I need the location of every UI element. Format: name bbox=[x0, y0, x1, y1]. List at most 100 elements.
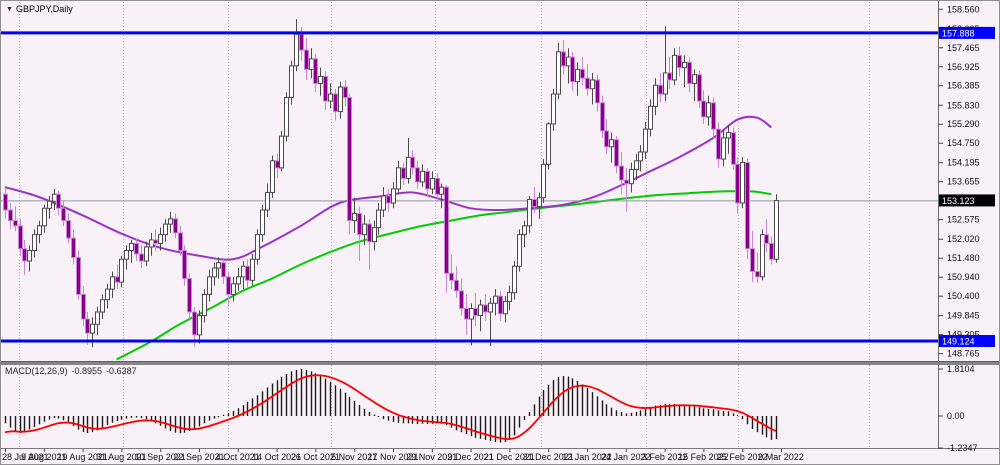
bull-candle-body bbox=[566, 56, 571, 67]
bull-candle-body bbox=[643, 128, 648, 153]
time-tick-label: 26 Oct 2021 bbox=[291, 452, 340, 462]
bear-candle-body bbox=[731, 132, 736, 165]
time-tick-label: 14 Oct 2021 bbox=[252, 452, 301, 462]
price-tick-label: 153.655 bbox=[947, 177, 980, 187]
bull-candle-body bbox=[32, 234, 37, 251]
macd-histogram bbox=[4, 369, 778, 443]
macd-tick-label: 0.00 bbox=[947, 411, 965, 421]
bear-candle-body bbox=[76, 256, 81, 295]
bull-candle-body bbox=[202, 293, 207, 317]
bear-candle-body bbox=[570, 56, 575, 83]
bear-candle-body bbox=[435, 177, 440, 195]
bull-candle-body bbox=[90, 323, 95, 334]
bull-candle-body bbox=[309, 58, 314, 70]
time-tick-label: 31 Dec 2021 bbox=[523, 452, 574, 462]
bear-candle-body bbox=[687, 61, 692, 84]
panel-separator[interactable] bbox=[1, 361, 1000, 365]
bull-candle-body bbox=[774, 200, 779, 260]
bear-candle-body bbox=[750, 248, 755, 273]
time-tick-label: 22 Sep 2021 bbox=[173, 452, 224, 462]
bear-candle-body bbox=[532, 198, 537, 208]
bull-candle-body bbox=[158, 234, 163, 244]
bear-candle-body bbox=[454, 279, 459, 292]
bear-candle-body bbox=[769, 242, 774, 260]
bear-candle-body bbox=[764, 234, 769, 244]
bear-candle-body bbox=[275, 160, 280, 169]
bull-candle-body bbox=[144, 246, 149, 262]
time-tick-label: 4 Oct 2021 bbox=[216, 452, 260, 462]
bear-candle-body bbox=[619, 165, 624, 181]
symbol-label: ▼ GBPJPY,Daily bbox=[6, 4, 73, 14]
price-tick-label: 158.560 bbox=[947, 4, 980, 14]
bull-candle-body bbox=[100, 299, 105, 313]
bull-candle-body bbox=[42, 207, 47, 227]
bear-candle-body bbox=[3, 193, 8, 211]
price-badge-label: 153.123 bbox=[942, 196, 975, 206]
bull-candle-body bbox=[47, 200, 52, 209]
price-tick-label: 155.290 bbox=[947, 119, 980, 129]
bear-candle-body bbox=[444, 186, 449, 274]
bear-candle-body bbox=[711, 102, 716, 130]
bull-candle-body bbox=[149, 239, 154, 248]
bull-candle-body bbox=[163, 223, 168, 236]
bear-candle-body bbox=[66, 220, 71, 239]
bear-candle-body bbox=[173, 218, 178, 234]
bull-candle-body bbox=[376, 209, 381, 229]
bull-candle-body bbox=[663, 72, 668, 95]
bear-candle-body bbox=[245, 265, 250, 281]
bull-candle-body bbox=[638, 151, 643, 162]
bull-candle-body bbox=[590, 79, 595, 90]
bear-candle-body bbox=[585, 77, 590, 90]
bull-candle-body bbox=[294, 33, 299, 67]
indicator-signal-value: -0.6387 bbox=[106, 366, 137, 376]
indicator-main-value: -0.8955 bbox=[71, 366, 103, 376]
bull-candle-body bbox=[119, 258, 124, 283]
bear-candle-body bbox=[600, 102, 605, 132]
bear-candle-body bbox=[85, 318, 90, 334]
bull-candle-body bbox=[551, 93, 556, 125]
bear-candle-body bbox=[61, 207, 66, 222]
bull-candle-body bbox=[575, 68, 580, 83]
bull-candle-body bbox=[110, 276, 115, 290]
time-tick-label: 10 Sep 2021 bbox=[135, 452, 186, 462]
bull-candle-body bbox=[740, 162, 745, 204]
bull-candle-body bbox=[95, 311, 100, 325]
bull-candle-body bbox=[216, 262, 221, 269]
bear-candle-body bbox=[561, 51, 566, 67]
bull-candle-body bbox=[381, 195, 386, 211]
time-tick-label: 29 Nov 2021 bbox=[406, 452, 457, 462]
bull-candle-body bbox=[721, 137, 726, 160]
bull-candle-body bbox=[231, 283, 236, 295]
candles-group bbox=[3, 19, 779, 348]
bear-candle-body bbox=[333, 93, 338, 113]
bull-candle-body bbox=[406, 156, 411, 179]
bear-candle-body bbox=[604, 130, 609, 148]
bull-candle-body bbox=[527, 198, 532, 227]
bear-candle-body bbox=[221, 262, 226, 278]
bull-candle-body bbox=[469, 307, 474, 320]
price-tick-label: 156.385 bbox=[947, 81, 980, 91]
bull-candle-body bbox=[105, 288, 110, 301]
symbol-text: GBPJPY,Daily bbox=[15, 4, 73, 14]
time-tick-label: 25 Feb 2022 bbox=[717, 452, 768, 462]
bull-candle-body bbox=[430, 177, 435, 190]
bull-candle-body bbox=[37, 225, 42, 236]
bull-candle-body bbox=[653, 84, 658, 107]
bear-candle-body bbox=[449, 272, 454, 281]
bear-candle-body bbox=[677, 54, 682, 69]
price-axis[interactable]: 158.560158.005157.465156.925156.385155.8… bbox=[938, 4, 995, 453]
macd-tick-label: -1.2347 bbox=[947, 443, 978, 453]
bull-candle-body bbox=[52, 193, 57, 202]
price-tick-label: 156.925 bbox=[947, 62, 980, 72]
bull-candle-body bbox=[503, 300, 508, 315]
slow-ma-line-green bbox=[116, 190, 772, 361]
bear-candle-body bbox=[299, 33, 304, 51]
collapse-arrow-icon[interactable]: ▼ bbox=[6, 5, 13, 13]
bear-candle-body bbox=[115, 276, 120, 283]
bear-candle-body bbox=[153, 239, 158, 244]
price-badge-label: 157.888 bbox=[942, 28, 975, 38]
bull-candle-body bbox=[279, 135, 284, 169]
